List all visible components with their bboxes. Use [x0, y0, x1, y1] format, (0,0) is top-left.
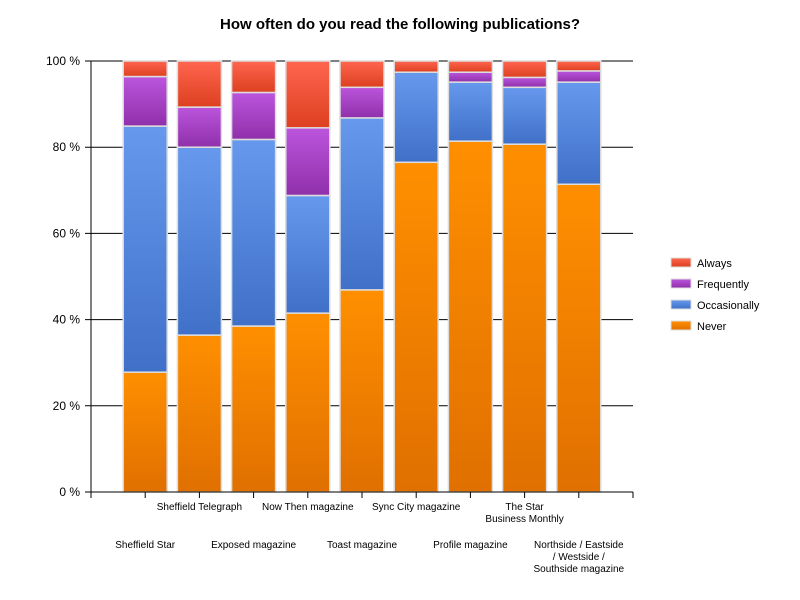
bar-segment-occasionally [556, 81, 602, 186]
bar-stack [285, 60, 331, 493]
bar-segment-frequently [230, 91, 277, 141]
bar-segment-never [285, 312, 331, 493]
bar-segment-always [447, 60, 494, 73]
bar-segment-frequently [122, 75, 168, 127]
x-category-label: Sync City magazine [372, 502, 461, 513]
chart-title: How often do you read the following publ… [220, 16, 580, 33]
x-axis: Sheffield Star Sheffield Telegraph Exposed… [90, 491, 634, 575]
y-tick-label: 60 % [53, 226, 81, 240]
bar-segment-never [501, 143, 548, 493]
x-category-label: Now Then magazine [262, 502, 354, 513]
legend-item-always: Always [670, 257, 732, 270]
bar-segment-occasionally [176, 146, 223, 336]
bar-segment-frequently [176, 106, 223, 148]
bar-segment-always [556, 60, 602, 72]
bar-segment-occasionally [447, 81, 494, 142]
bar-stack [556, 60, 602, 493]
legend-item-occasionally: Occasionally [670, 299, 760, 312]
x-category-label: Toast magazine [327, 540, 397, 551]
legend-item-never: Never [670, 320, 727, 333]
x-category-label: Sheffield Star [115, 540, 176, 551]
legend: Always Frequently Occasionally Never [670, 257, 760, 333]
bar-segment-always [230, 60, 277, 94]
y-tick-label: 20 % [53, 399, 81, 413]
bar-segment-frequently [501, 76, 548, 89]
bar-segment-frequently [447, 71, 494, 83]
y-tick-label: 100 % [46, 54, 80, 68]
bar-segment-always [339, 60, 385, 89]
legend-label: Occasionally [697, 300, 760, 312]
bar-stack [339, 60, 385, 493]
bar-segment-occasionally [393, 71, 439, 164]
y-tick-label: 0 % [59, 485, 80, 499]
legend-swatch [670, 299, 692, 310]
y-tick-label: 40 % [53, 313, 81, 327]
bar-segment-never [393, 161, 439, 493]
legend-swatch [670, 257, 692, 268]
bar-segment-always [501, 60, 548, 79]
bar-segment-always [285, 60, 331, 129]
x-category-label: Sheffield Telegraph [157, 502, 242, 513]
legend-label: Always [697, 258, 732, 270]
legend-label: Never [697, 321, 727, 333]
bar-segment-always [176, 60, 223, 108]
x-category-label: Profile magazine [433, 540, 508, 551]
bar-stack [176, 60, 223, 493]
bar-segment-never [122, 371, 168, 493]
bar-segment-never [339, 289, 385, 493]
bar-segment-always [122, 60, 168, 78]
bar-segment-always [393, 60, 439, 73]
bar-segment-frequently [556, 70, 602, 83]
bar-segment-occasionally [501, 86, 548, 145]
x-category-label: Exposed magazine [211, 540, 296, 551]
legend-label: Frequently [697, 279, 749, 291]
bar-segment-occasionally [339, 117, 385, 291]
legend-item-frequently: Frequently [670, 278, 749, 291]
bar-stack [447, 60, 494, 493]
legend-swatch [670, 320, 692, 331]
y-tick-label: 80 % [53, 140, 81, 154]
bar-segment-frequently [285, 127, 331, 197]
bar-segment-never [230, 325, 277, 493]
bar-stack [230, 60, 277, 493]
legend-swatch [670, 278, 692, 289]
bar-stack [501, 60, 548, 493]
bar-stack [393, 60, 439, 493]
bar-segment-occasionally [122, 125, 168, 373]
bar-segment-occasionally [285, 194, 331, 314]
bar-segment-occasionally [230, 138, 277, 327]
bar-segment-frequently [339, 86, 385, 119]
bars [122, 60, 602, 493]
bar-segment-never [556, 183, 602, 493]
bar-stack [122, 60, 168, 493]
bar-segment-never [176, 334, 223, 493]
x-category-label: The Star Business Monthly [485, 502, 563, 525]
bar-segment-never [447, 140, 494, 493]
y-axis: 0 % 20 % 40 % 60 % 80 % 100 % [46, 54, 92, 499]
x-category-label: Northside / Eastside / Westside / Southsid… [533, 540, 624, 575]
